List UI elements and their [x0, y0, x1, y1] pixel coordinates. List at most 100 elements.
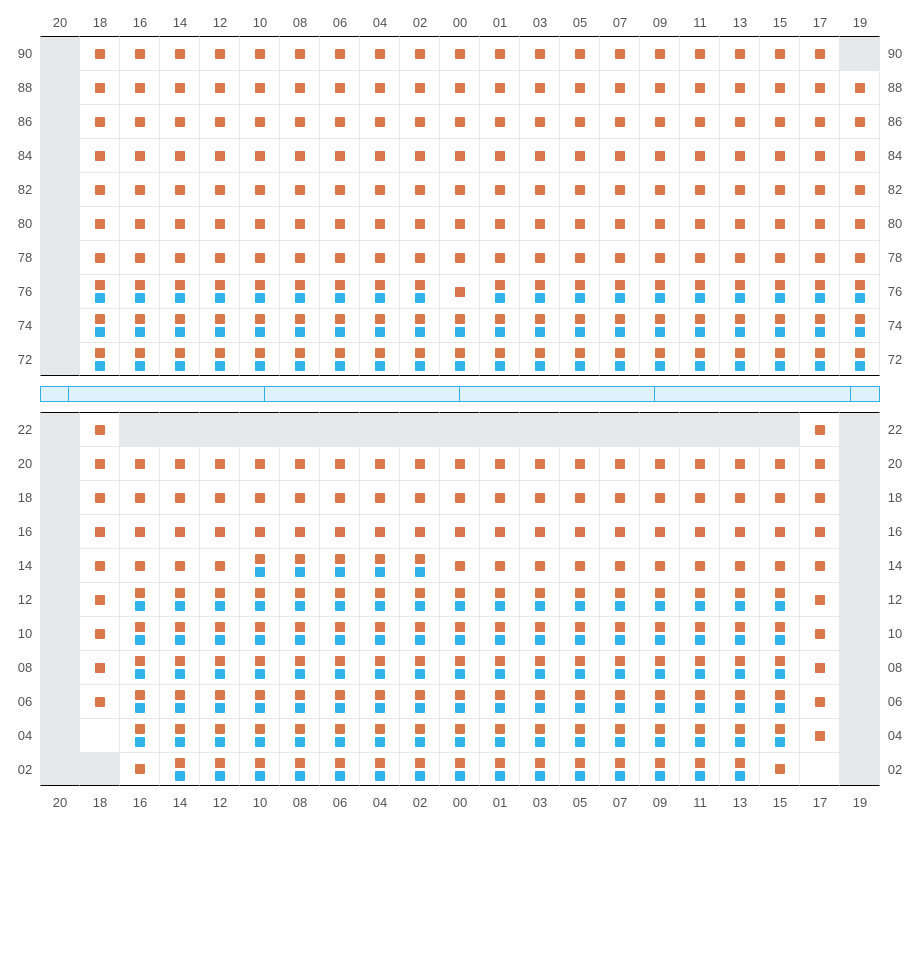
seat-cell[interactable]	[640, 548, 680, 582]
seat-cell[interactable]	[760, 240, 800, 274]
seat-cell[interactable]	[480, 480, 520, 514]
seat-cell[interactable]	[280, 240, 320, 274]
seat-cell[interactable]	[360, 650, 400, 684]
seat-cell[interactable]	[400, 240, 440, 274]
seat-cell[interactable]	[440, 36, 480, 70]
seat-cell[interactable]	[400, 446, 440, 480]
seat-cell[interactable]	[120, 138, 160, 172]
seat-cell[interactable]	[240, 172, 280, 206]
seat-cell[interactable]	[160, 616, 200, 650]
seat-cell[interactable]	[800, 514, 840, 548]
seat-cell[interactable]	[600, 514, 640, 548]
seat-cell[interactable]	[800, 446, 840, 480]
seat-cell[interactable]	[520, 172, 560, 206]
seat-cell[interactable]	[120, 240, 160, 274]
seat-cell[interactable]	[600, 138, 640, 172]
seat-cell[interactable]	[80, 548, 120, 582]
seat-cell[interactable]	[200, 274, 240, 308]
seat-cell[interactable]	[280, 752, 320, 786]
seat-cell[interactable]	[680, 684, 720, 718]
seat-cell[interactable]	[360, 752, 400, 786]
seat-cell[interactable]	[200, 342, 240, 376]
seat-cell[interactable]	[280, 274, 320, 308]
seat-cell[interactable]	[160, 582, 200, 616]
seat-cell[interactable]	[680, 308, 720, 342]
seat-cell[interactable]	[280, 582, 320, 616]
seat-cell[interactable]	[120, 752, 160, 786]
seat-cell[interactable]	[440, 104, 480, 138]
seat-cell[interactable]	[440, 650, 480, 684]
seat-cell[interactable]	[560, 752, 600, 786]
seat-cell[interactable]	[800, 342, 840, 376]
seat-cell[interactable]	[400, 70, 440, 104]
seat-cell[interactable]	[720, 480, 760, 514]
aisle-segment[interactable]	[69, 386, 264, 402]
seat-cell[interactable]	[720, 752, 760, 786]
seat-cell[interactable]	[800, 274, 840, 308]
seat-cell[interactable]	[800, 684, 840, 718]
seat-cell[interactable]	[640, 616, 680, 650]
seat-cell[interactable]	[200, 684, 240, 718]
seat-cell[interactable]	[440, 616, 480, 650]
seat-cell[interactable]	[160, 480, 200, 514]
seat-cell[interactable]	[200, 70, 240, 104]
seat-cell[interactable]	[720, 104, 760, 138]
seat-cell[interactable]	[160, 650, 200, 684]
seat-cell[interactable]	[160, 308, 200, 342]
seat-cell[interactable]	[680, 616, 720, 650]
seat-cell[interactable]	[240, 446, 280, 480]
seat-cell[interactable]	[360, 36, 400, 70]
seat-cell[interactable]	[200, 752, 240, 786]
seat-cell[interactable]	[680, 582, 720, 616]
seat-cell[interactable]	[520, 718, 560, 752]
seat-cell[interactable]	[320, 138, 360, 172]
seat-cell[interactable]	[720, 446, 760, 480]
seat-cell[interactable]	[520, 582, 560, 616]
seat-cell[interactable]	[440, 206, 480, 240]
seat-cell[interactable]	[840, 138, 880, 172]
seat-cell[interactable]	[160, 548, 200, 582]
seat-cell[interactable]	[80, 172, 120, 206]
seat-cell[interactable]	[640, 684, 680, 718]
seat-cell[interactable]	[600, 342, 640, 376]
seat-cell[interactable]	[240, 36, 280, 70]
seat-cell[interactable]	[160, 172, 200, 206]
seat-cell[interactable]	[760, 36, 800, 70]
seat-cell[interactable]	[760, 172, 800, 206]
seat-cell[interactable]	[640, 308, 680, 342]
seat-cell[interactable]	[320, 718, 360, 752]
aisle-segment[interactable]	[851, 386, 880, 402]
seat-cell[interactable]	[720, 70, 760, 104]
seat-cell[interactable]	[680, 514, 720, 548]
seat-cell[interactable]	[760, 342, 800, 376]
seat-cell[interactable]	[800, 480, 840, 514]
seat-cell[interactable]	[640, 138, 680, 172]
seat-cell[interactable]	[640, 274, 680, 308]
seat-cell[interactable]	[80, 206, 120, 240]
seat-cell[interactable]	[680, 274, 720, 308]
seat-cell[interactable]	[600, 480, 640, 514]
seat-cell[interactable]	[280, 138, 320, 172]
seat-cell[interactable]	[680, 36, 720, 70]
seat-cell[interactable]	[640, 480, 680, 514]
seat-cell[interactable]	[200, 206, 240, 240]
seat-cell[interactable]	[320, 36, 360, 70]
seat-cell[interactable]	[840, 70, 880, 104]
seat-cell[interactable]	[400, 514, 440, 548]
seat-cell[interactable]	[560, 480, 600, 514]
seat-cell[interactable]	[440, 548, 480, 582]
seat-cell[interactable]	[280, 684, 320, 718]
seat-cell[interactable]	[320, 650, 360, 684]
seat-cell[interactable]	[640, 240, 680, 274]
seat-cell[interactable]	[440, 684, 480, 718]
seat-cell[interactable]	[360, 70, 400, 104]
seat-cell[interactable]	[560, 684, 600, 718]
seat-cell[interactable]	[640, 650, 680, 684]
seat-cell[interactable]	[440, 308, 480, 342]
seat-cell[interactable]	[640, 718, 680, 752]
seat-cell[interactable]	[520, 274, 560, 308]
seat-cell[interactable]	[600, 308, 640, 342]
seat-cell[interactable]	[560, 70, 600, 104]
seat-cell[interactable]	[80, 650, 120, 684]
seat-cell[interactable]	[280, 342, 320, 376]
